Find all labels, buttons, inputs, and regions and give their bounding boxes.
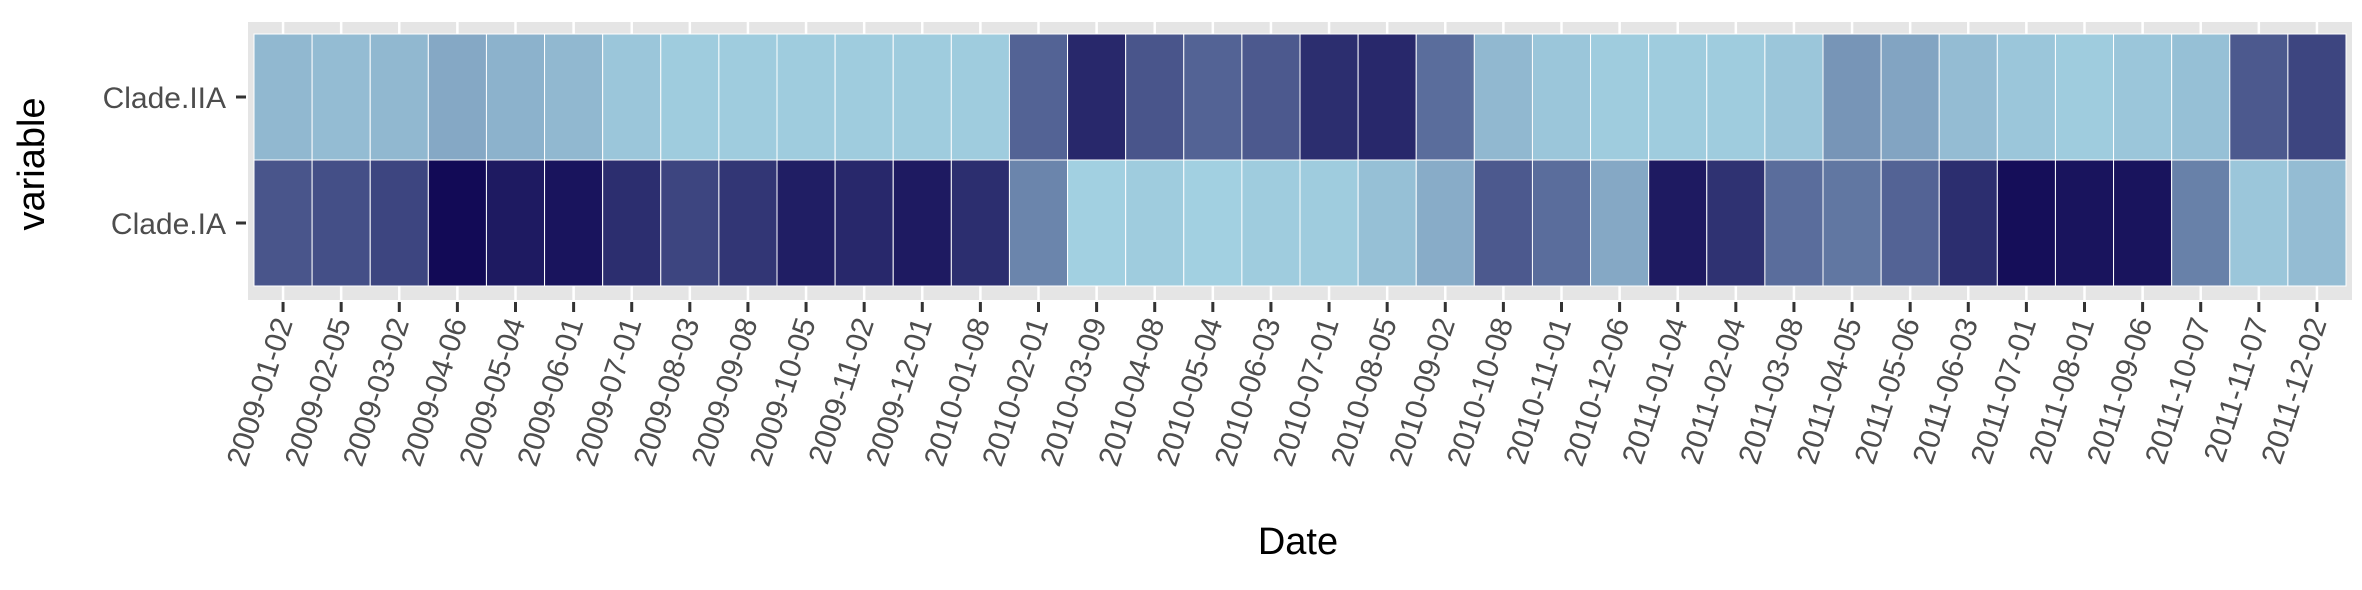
heatmap-cell: [2287, 159, 2347, 287]
heatmap-cell: [1241, 159, 1301, 287]
heatmap-cell: [1415, 159, 1475, 287]
heatmap-cell: [2229, 33, 2289, 161]
heatmap-cell: [2171, 33, 2231, 161]
heatmap-cell: [1938, 159, 1998, 287]
heatmap-cell: [602, 159, 662, 287]
heatmap-cell: [544, 159, 604, 287]
heatmap-cell: [892, 33, 952, 161]
heatmap-cell: [369, 33, 429, 161]
heatmap-cell: [2113, 33, 2173, 161]
heatmap-cell: [311, 159, 371, 287]
heatmap-cell: [1067, 33, 1127, 161]
heatmap-cell: [1067, 159, 1127, 287]
heatmap-cell: [1531, 33, 1592, 161]
heatmap-cell: [2171, 159, 2231, 287]
heatmap-cell: [1822, 159, 1882, 287]
heatmap-cell: [2054, 159, 2115, 287]
heatmap-cell: [1996, 159, 2056, 287]
heatmap-cell: [544, 33, 604, 161]
heatmap-cell: [2054, 33, 2115, 161]
heatmap-cell: [950, 159, 1010, 287]
heatmap-cell: [834, 33, 894, 161]
heatmap-cell: [660, 159, 720, 287]
heatmap-cell: [1590, 33, 1650, 161]
heatmap-cell: [2113, 159, 2173, 287]
heatmap-cell: [1241, 33, 1301, 161]
x-axis-title: Date: [1258, 521, 1338, 563]
heatmap-cell: [1183, 159, 1243, 287]
heatmap-cell: [1531, 159, 1592, 287]
heatmap-cell: [1357, 33, 1417, 161]
heatmap-cell: [1299, 159, 1359, 287]
heatmap-cell: [1822, 33, 1882, 161]
y-tick-label: Clade.IIA: [103, 82, 226, 115]
y-tick-label: Clade.IA: [111, 208, 226, 241]
heatmap-cell: [1008, 33, 1069, 161]
heatmap-cell: [1706, 33, 1766, 161]
heatmap-cell: [1648, 33, 1708, 161]
heatmap-cell: [1473, 33, 1533, 161]
heatmap-cell: [1183, 33, 1243, 161]
heatmap-cell: [718, 33, 778, 161]
heatmap-cell: [1299, 33, 1359, 161]
heatmap-cell: [950, 33, 1010, 161]
heatmap-cell: [1357, 159, 1417, 287]
heatmap-cell: [776, 33, 836, 161]
heatmap-cell: [311, 33, 371, 161]
heatmap-cell: [1996, 33, 2056, 161]
heatmap-cell: [834, 159, 894, 287]
heatmap-cell: [253, 33, 313, 161]
heatmap-cell: [369, 159, 429, 287]
heatmap-cell: [427, 33, 487, 161]
heatmap-cell: [253, 159, 313, 287]
heatmap-cell: [2287, 33, 2347, 161]
heatmap-cell: [718, 159, 778, 287]
heatmap-cell: [1764, 159, 1824, 287]
heatmap-cell: [427, 159, 487, 287]
heatmap-cell: [1590, 159, 1650, 287]
heatmap-cell: [892, 159, 952, 287]
heatmap-cell: [1473, 159, 1533, 287]
heatmap-cell: [1648, 159, 1708, 287]
heatmap-cell: [1008, 159, 1069, 287]
heatmap-cell: [1125, 33, 1185, 161]
heatmap-cell: [1880, 33, 1940, 161]
heatmap-cell: [1880, 159, 1940, 287]
heatmap-cell: [660, 33, 720, 161]
heatmap-cell: [1938, 33, 1998, 161]
heatmap-cell: [602, 33, 662, 161]
heatmap-cell: [1125, 159, 1185, 287]
heatmap-cell: [1706, 159, 1766, 287]
heatmap-cell: [2229, 159, 2289, 287]
y-axis-title: variable: [11, 97, 53, 230]
heatmap-cell: [1764, 33, 1824, 161]
heatmap-cell: [485, 159, 546, 287]
heatmap-cell: [1415, 33, 1475, 161]
heatmap-cell: [776, 159, 836, 287]
heatmap-cell: [485, 33, 546, 161]
